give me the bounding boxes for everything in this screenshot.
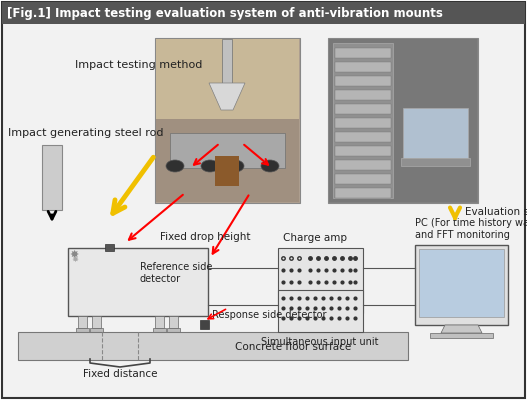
Text: PC (For time history waveform
and FFT monitoring: PC (For time history waveform and FFT mo… bbox=[415, 218, 527, 240]
Bar bbox=[78, 316, 87, 328]
Bar bbox=[153, 328, 166, 332]
Bar bbox=[415, 245, 508, 325]
Bar bbox=[278, 248, 363, 313]
Bar bbox=[419, 249, 504, 317]
Text: ✸: ✸ bbox=[72, 256, 79, 264]
Bar bbox=[328, 38, 478, 203]
Bar bbox=[170, 133, 285, 168]
Bar bbox=[335, 118, 391, 128]
Bar bbox=[335, 132, 391, 142]
Text: Reference side
detector: Reference side detector bbox=[140, 262, 212, 284]
Ellipse shape bbox=[261, 160, 279, 172]
Bar bbox=[90, 328, 103, 332]
Text: Impact testing method: Impact testing method bbox=[75, 60, 202, 70]
Bar bbox=[333, 43, 393, 198]
Polygon shape bbox=[209, 83, 245, 110]
Bar bbox=[2, 2, 525, 24]
Bar bbox=[401, 158, 470, 166]
Text: Concrete floor surface: Concrete floor surface bbox=[235, 342, 352, 352]
Text: Simultaneous input unit: Simultaneous input unit bbox=[261, 337, 379, 347]
Bar bbox=[200, 320, 209, 329]
Bar bbox=[155, 316, 164, 328]
Bar bbox=[335, 104, 391, 114]
Bar bbox=[156, 39, 299, 202]
Text: Charge amp: Charge amp bbox=[283, 233, 347, 243]
Ellipse shape bbox=[166, 160, 184, 172]
Bar bbox=[335, 188, 391, 198]
Bar bbox=[335, 48, 391, 58]
Bar bbox=[403, 108, 468, 158]
Bar bbox=[155, 38, 300, 203]
Bar bbox=[329, 39, 477, 202]
Ellipse shape bbox=[226, 160, 244, 172]
Ellipse shape bbox=[201, 160, 219, 172]
Bar bbox=[335, 76, 391, 86]
Text: Impact generating steel rod: Impact generating steel rod bbox=[8, 128, 163, 138]
Bar bbox=[430, 333, 493, 338]
Text: Response side detector: Response side detector bbox=[212, 310, 327, 320]
Bar bbox=[335, 174, 391, 184]
Bar bbox=[335, 146, 391, 156]
Text: [Fig.1] Impact testing evaluation system of anti-vibration mounts: [Fig.1] Impact testing evaluation system… bbox=[7, 6, 443, 20]
Bar bbox=[335, 90, 391, 100]
Bar bbox=[169, 316, 178, 328]
Bar bbox=[76, 328, 89, 332]
Bar bbox=[222, 39, 232, 109]
Bar bbox=[215, 156, 239, 186]
Text: Evaluation system: Evaluation system bbox=[465, 207, 527, 217]
Bar bbox=[68, 248, 208, 316]
Bar bbox=[105, 244, 114, 251]
Bar bbox=[92, 316, 101, 328]
Text: ✸: ✸ bbox=[70, 250, 80, 260]
Polygon shape bbox=[441, 325, 482, 333]
Bar bbox=[335, 160, 391, 170]
Bar bbox=[18, 332, 408, 360]
Bar bbox=[335, 62, 391, 72]
Text: Fixed drop height: Fixed drop height bbox=[160, 232, 250, 242]
Text: Fixed distance: Fixed distance bbox=[83, 369, 157, 379]
Bar bbox=[167, 328, 180, 332]
Bar bbox=[278, 290, 363, 332]
Bar bbox=[42, 145, 62, 210]
Bar bbox=[156, 39, 299, 119]
